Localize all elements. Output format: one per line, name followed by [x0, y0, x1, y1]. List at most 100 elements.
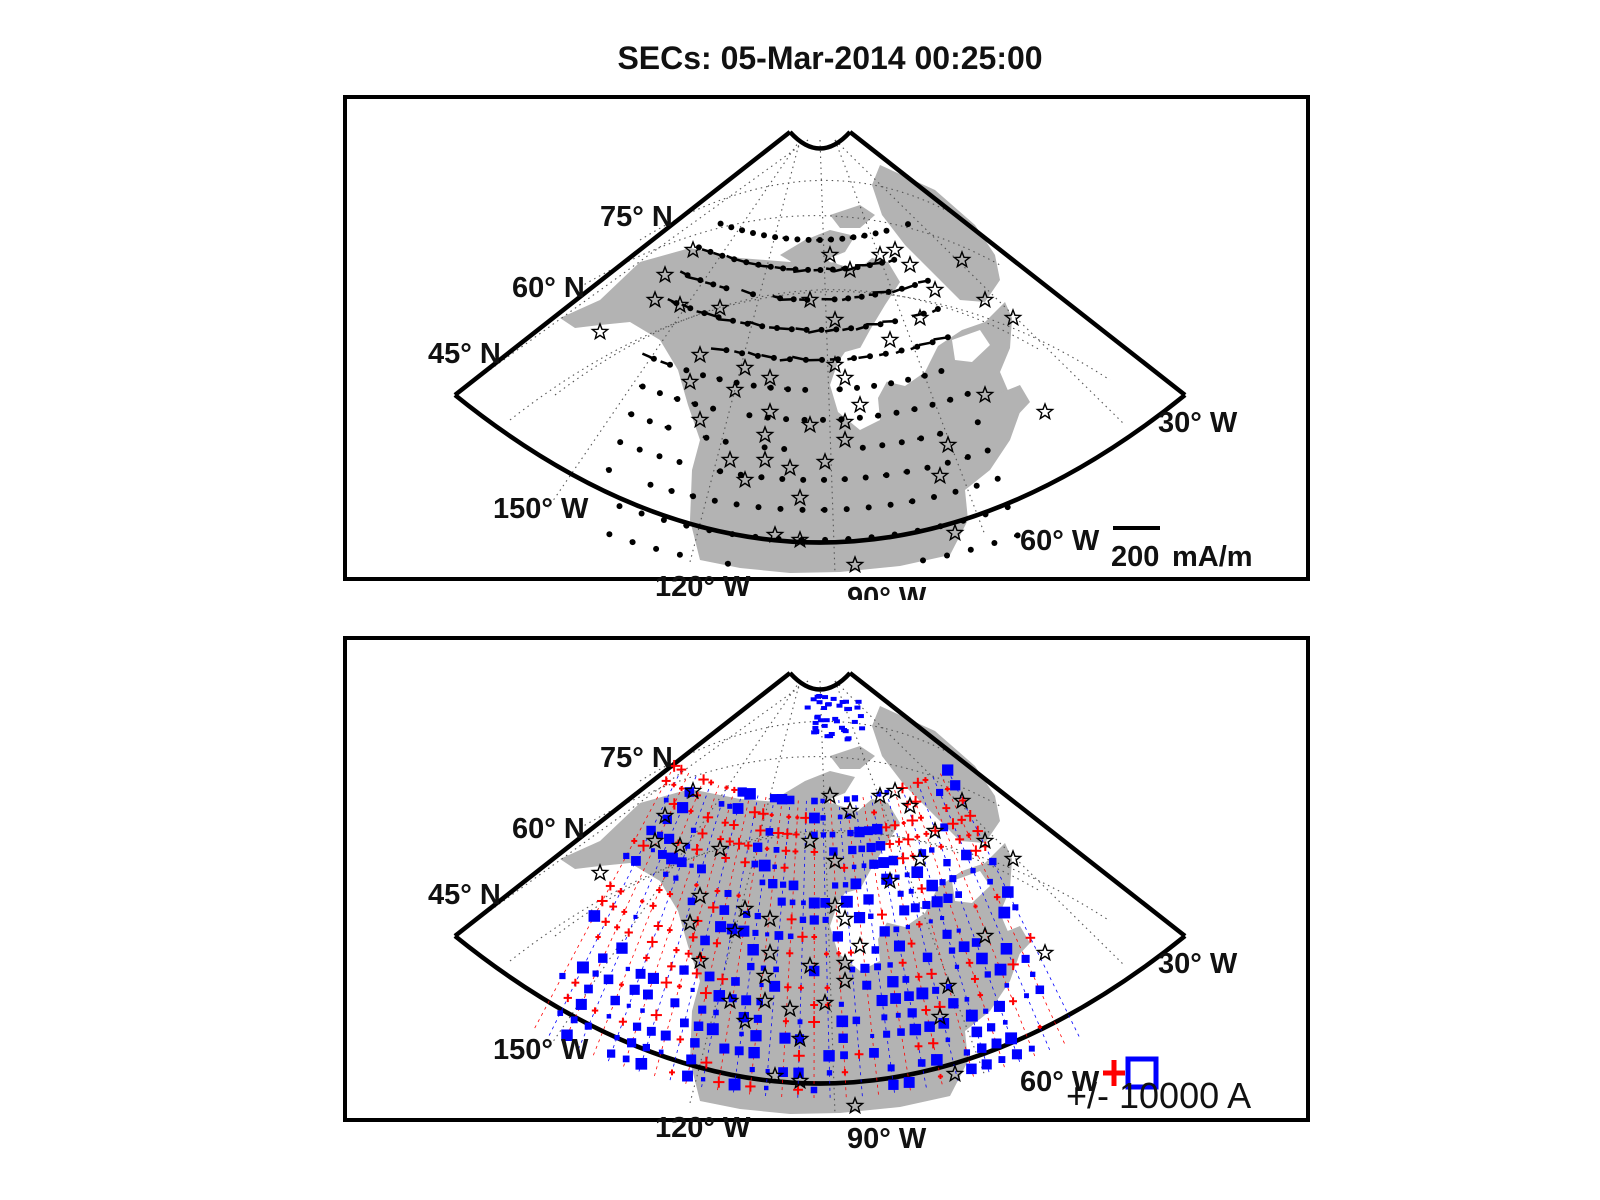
square-icon	[744, 788, 756, 800]
current-vector	[974, 484, 978, 488]
lon-label-150: 150° W	[493, 1034, 589, 1066]
station-star-icon	[885, 781, 905, 800]
square-icon	[738, 925, 750, 937]
square-icon	[764, 1085, 769, 1091]
station-star-icon	[930, 1007, 950, 1026]
square-icon	[1012, 904, 1019, 911]
square-icon	[838, 725, 845, 730]
current-vector	[638, 384, 643, 388]
square-icon	[931, 1054, 943, 1066]
lat-label-45: 45° N	[428, 879, 501, 911]
square-icon	[840, 1051, 848, 1060]
plus-icon	[725, 837, 734, 846]
station-star-icon	[938, 976, 958, 995]
plus-icon	[714, 888, 721, 894]
current-vector	[931, 307, 939, 314]
square-icon	[855, 699, 862, 704]
square-icon	[881, 873, 893, 885]
square-icon	[713, 990, 726, 1002]
square-icon	[910, 903, 920, 913]
square-icon	[843, 796, 850, 803]
station-star-icon	[925, 821, 945, 840]
current-vector	[700, 373, 704, 377]
square-icon	[874, 963, 882, 971]
square-icon	[794, 1034, 805, 1044]
square-icon	[984, 971, 991, 978]
square-icon	[557, 1010, 564, 1016]
station-star-icon	[690, 345, 710, 364]
square-icon	[773, 846, 780, 853]
station-star-icon	[645, 290, 665, 309]
square-icon	[970, 868, 976, 874]
square-icon	[998, 906, 1011, 919]
square-icon	[656, 831, 664, 838]
square-icon	[780, 881, 787, 888]
current-vector	[918, 341, 933, 347]
current-vector	[733, 350, 743, 355]
station-star-icon	[835, 953, 855, 972]
square-icon	[832, 716, 839, 721]
plus-icon	[916, 921, 923, 928]
plus-icon	[601, 917, 610, 927]
square-icon	[797, 1019, 803, 1025]
plus-icon	[740, 857, 750, 867]
square-icon	[693, 1021, 704, 1031]
square-icon	[663, 797, 669, 803]
square-icon	[949, 875, 957, 883]
plus-icon	[947, 818, 959, 830]
lon-label-60: 60° W	[1020, 525, 1100, 557]
current-vector	[746, 413, 750, 417]
square-icon	[1030, 971, 1036, 977]
square-icon	[828, 731, 835, 736]
station-star-icon	[683, 781, 703, 800]
current-vector	[683, 368, 687, 372]
square-icon	[719, 905, 730, 915]
square-icon	[993, 1000, 1005, 1012]
plus-icon	[897, 852, 909, 865]
current-vector	[629, 539, 634, 544]
current-vector	[774, 265, 784, 270]
station-star-icon	[655, 806, 675, 825]
lon-label-60: 60° W	[1020, 1066, 1100, 1098]
current-vector	[910, 345, 918, 351]
current-vector	[895, 349, 903, 355]
current-vector	[882, 319, 896, 323]
square-icon	[690, 827, 697, 833]
square-icon	[726, 923, 738, 935]
plus-icon	[724, 785, 729, 790]
plus-icon	[729, 820, 739, 830]
plus-icon	[640, 899, 645, 904]
square-icon	[633, 914, 638, 919]
plus-icon	[972, 825, 984, 837]
plus-icon	[716, 973, 729, 985]
square-icon	[1028, 1045, 1035, 1052]
square-icon	[848, 845, 857, 855]
square-icon	[863, 826, 873, 836]
station-star-icon	[910, 849, 930, 868]
station-markers	[590, 240, 1055, 574]
square-icon	[940, 823, 949, 832]
square-icon	[894, 874, 900, 880]
square-icon	[1011, 1049, 1022, 1060]
square-icon	[642, 1043, 651, 1052]
square-icon	[808, 897, 820, 909]
square-icon	[640, 1008, 645, 1013]
square-icon	[789, 899, 796, 906]
square-icon	[883, 1030, 891, 1038]
station-star-icon	[835, 971, 855, 990]
plus-icon	[780, 863, 789, 872]
square-icon	[732, 803, 744, 814]
plus-icon	[937, 1073, 944, 1080]
current-vector	[747, 351, 759, 358]
station-star-icon	[765, 525, 785, 544]
station-star-icon	[885, 240, 905, 259]
square-icon	[787, 933, 794, 940]
square-icon	[686, 1054, 697, 1065]
square-icon	[857, 714, 864, 719]
current-vector	[825, 267, 833, 271]
square-icon	[948, 998, 959, 1009]
plus-icon	[786, 949, 794, 957]
station-star-icon	[1035, 943, 1055, 962]
current-vector	[683, 523, 687, 527]
square-icon	[676, 857, 687, 868]
